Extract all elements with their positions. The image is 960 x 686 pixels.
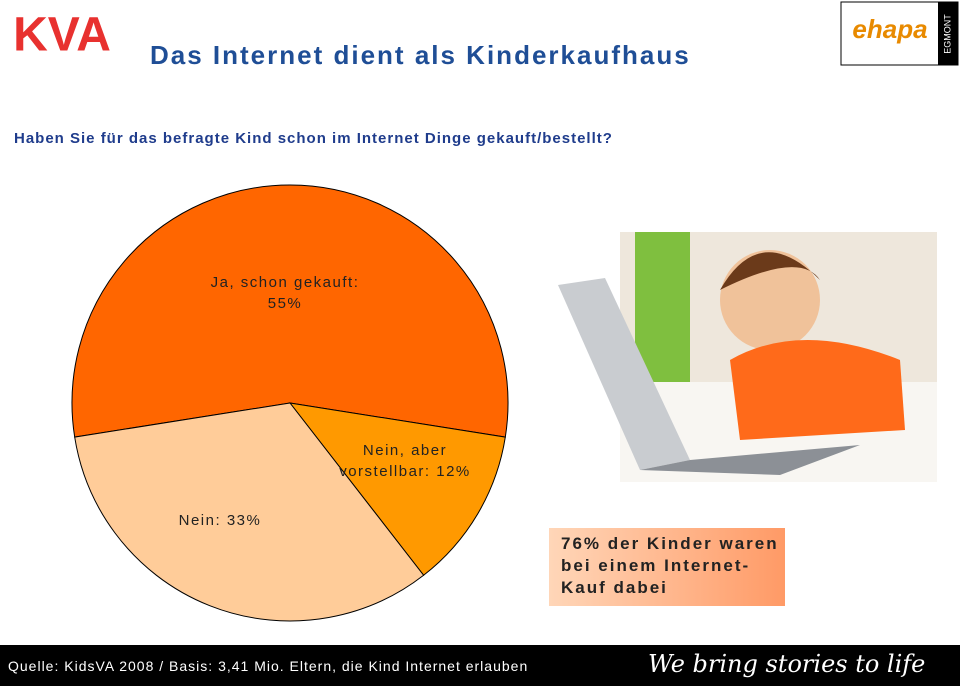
slice-label: Nein, aber vorstellbar: 12%	[330, 440, 480, 482]
pie-slice	[288, 402, 506, 576]
category-label: Nein, aber vorstellbar:	[339, 442, 448, 480]
slice-label: Ja, schon gekauft: 55%	[200, 272, 370, 314]
category-label: Nein:	[178, 512, 222, 529]
logo-kva: KVA	[8, 8, 116, 63]
value-label: 55%	[267, 295, 303, 312]
question: Haben Sie für das befragte Kind schon im…	[14, 130, 613, 147]
category-label: Ja, schon gekauft:	[210, 274, 360, 291]
logo-right: ehapa	[852, 14, 927, 44]
pie-slice	[71, 184, 509, 438]
logo-left: KVA	[13, 9, 111, 62]
value-label: 33%	[226, 512, 262, 529]
photo	[558, 232, 937, 482]
slogan: We bring stories to life	[648, 650, 926, 678]
callout: 76% der Kinder waren bei einem Internet-…	[549, 528, 785, 606]
logo-brand: EGMONT	[942, 14, 952, 54]
value-label: 12%	[436, 463, 471, 480]
pie	[71, 184, 509, 622]
title: Das Internet dient als Kinderkaufhaus	[150, 40, 691, 70]
source: Quelle: KidsVA 2008 / Basis: 3,41 Mio. E…	[8, 658, 529, 674]
footer-bar	[0, 645, 960, 686]
logo-ehapa: ehapa EGMONT	[840, 1, 959, 66]
pie-slice	[74, 402, 425, 622]
slice-label: Nein: 33%	[150, 510, 290, 531]
